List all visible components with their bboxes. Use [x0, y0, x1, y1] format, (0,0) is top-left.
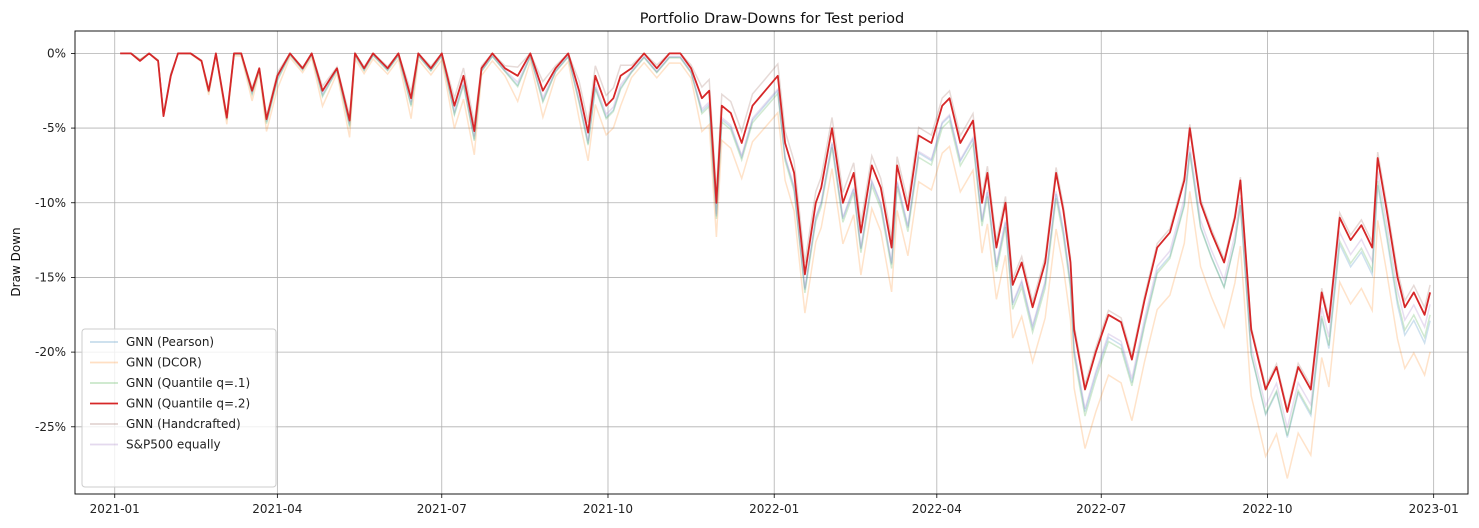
grid-lines: [75, 31, 1468, 494]
series-line-0: [120, 52, 1431, 438]
x-tick-label: 2021-01: [90, 502, 140, 516]
x-tick-label: 2022-07: [1076, 502, 1126, 516]
x-axis-ticks: 2021-01 2021-04 2021-07 2021-10 2022-01 2022-…: [90, 494, 1459, 516]
x-tick-label: 2021-04: [252, 502, 302, 516]
legend-label: GNN (DCOR): [126, 356, 202, 370]
series-line-quantile-q2: [120, 52, 1431, 413]
legend-label: GNN (Quantile q=.2): [126, 397, 250, 411]
legend-label: GNN (Pearson): [126, 335, 214, 349]
y-tick-label: 0%: [47, 46, 66, 60]
series-line-4: [120, 51, 1431, 429]
y-axis-ticks: 0% -5% -10% -15% -20% -25%: [35, 46, 75, 434]
plot-frame: [74, 30, 1469, 495]
x-tick-label: 2022-01: [749, 502, 799, 516]
y-tick-label: -25%: [35, 420, 66, 434]
x-tick-label: 2021-07: [417, 502, 467, 516]
y-tick-label: -20%: [35, 345, 66, 359]
y-axis-label: Draw Down: [9, 227, 23, 296]
y-tick-label: -10%: [35, 196, 66, 210]
legend-label: GNN (Handcrafted): [126, 417, 241, 431]
legend-label: GNN (Quantile q=.1): [126, 376, 250, 390]
x-tick-label: 2021-10: [583, 502, 633, 516]
x-tick-label: 2022-04: [912, 502, 962, 516]
chart-title: Portfolio Draw-Downs for Test period: [640, 11, 905, 27]
y-tick-label: -5%: [43, 121, 66, 135]
series-line-1: [120, 52, 1431, 479]
legend: GNN (Pearson) GNN (DCOR) GNN (Quantile q=.…: [81, 328, 277, 488]
x-tick-label: 2022-10: [1242, 502, 1292, 516]
legend-label: S&P500 equally: [126, 438, 221, 452]
series-line-2: [120, 52, 1431, 436]
main-series-group: [120, 52, 1431, 413]
x-tick-label: 2023-01: [1409, 502, 1459, 516]
y-tick-label: -15%: [35, 270, 66, 284]
legend-box: [81, 328, 277, 488]
